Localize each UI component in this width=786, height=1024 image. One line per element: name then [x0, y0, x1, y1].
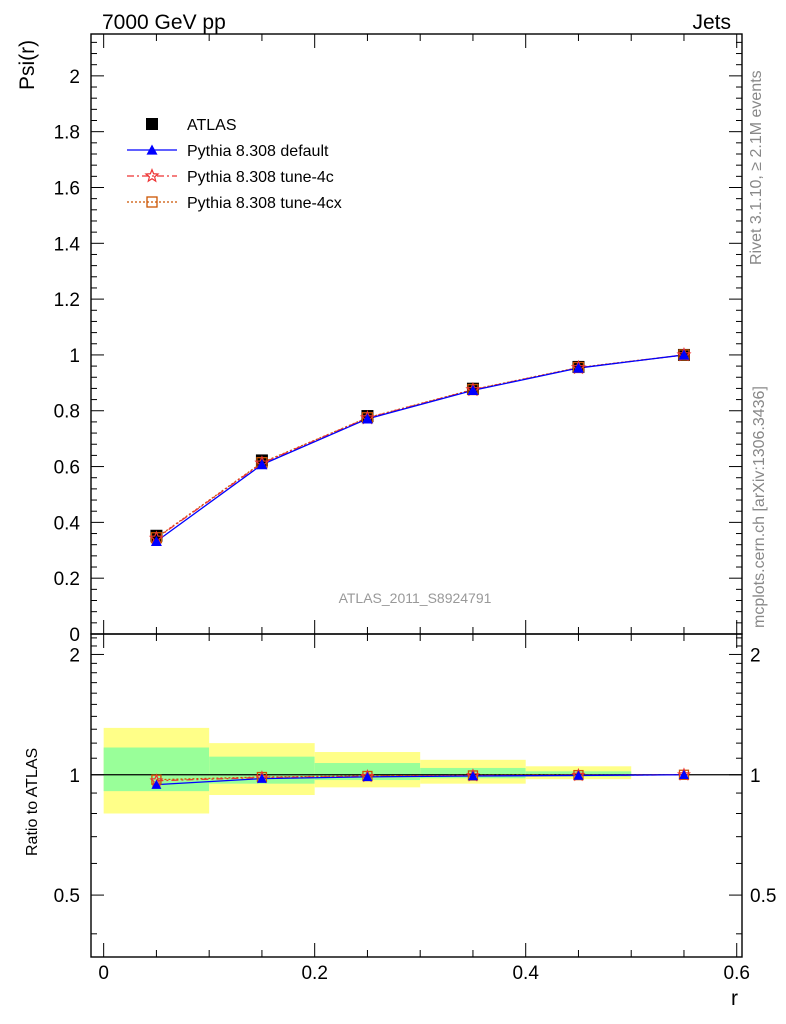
header-right: Jets: [692, 11, 731, 34]
data-point: [256, 459, 268, 470]
y-tick-label-right: 2: [750, 645, 761, 666]
data-point: [361, 413, 373, 424]
series-line: [156, 354, 685, 539]
y-tick-label: 0.6: [54, 458, 80, 479]
legend-label: Pythia 8.308 default: [187, 143, 329, 160]
ratio-point: [362, 771, 373, 782]
series-line: [156, 354, 685, 542]
ratio-point: [467, 770, 478, 781]
source-label: mcplots.cern.ch [arXiv:1306.3436]: [751, 386, 768, 628]
ratio-point: [256, 773, 267, 783]
legend-marker: [146, 196, 158, 208]
y-tick-label: 1: [69, 766, 80, 787]
y-tick-label: 1.8: [54, 123, 80, 144]
ratio-point: [573, 770, 584, 780]
ratio-frame: [90, 633, 743, 958]
ratio-panel: Ratio to ATLAS r 0.5 0.5 1 1 2 2 0 0.2 0.4 0.6: [24, 633, 776, 1010]
legend-label: ATLAS: [187, 117, 237, 134]
data-point: [150, 535, 162, 547]
data-point: [467, 384, 479, 396]
y-tick-label-right: 1: [750, 766, 761, 787]
main-panel: Psi(r) ATLAS_2011_S8924791 0 0.2 0.4 0.6 0.8…: [16, 33, 743, 646]
ratio-line: [156, 774, 684, 786]
x-tick-label: 0: [98, 963, 109, 984]
y-tick-label: 1.6: [54, 178, 80, 199]
ratio-ylabel: Ratio to ATLAS: [24, 748, 41, 856]
ratio-xlabel: r: [731, 987, 738, 1010]
series-line: [156, 354, 685, 539]
y-tick-label: 0.2: [54, 569, 80, 590]
main-ylabel: Psi(r): [16, 40, 39, 90]
y-tick-label: 0.8: [54, 402, 80, 423]
y-tick-label: 0.4: [54, 513, 81, 534]
legend-marker: [146, 144, 158, 155]
y-tick-label: 0.5: [54, 886, 80, 907]
y-tick-label-right: 0.5: [750, 886, 776, 907]
legend-label: Pythia 8.308 tune-4cx: [187, 195, 342, 212]
y-tick-label: 2: [69, 645, 80, 666]
ratio-point: [678, 769, 689, 780]
y-tick-label: 1.2: [54, 290, 80, 311]
y-tick-label: 1.4: [54, 234, 81, 255]
x-tick-label: 0.2: [301, 963, 327, 984]
ratio-point: [151, 779, 162, 789]
watermark-label: ATLAS_2011_S8924791: [339, 590, 492, 606]
y-tick-label: 0: [69, 625, 80, 646]
x-tick-label: 0.6: [724, 963, 750, 984]
legend-marker: [146, 118, 158, 130]
y-tick-label: 2: [69, 67, 80, 88]
header-left: 7000 GeV pp: [102, 11, 226, 34]
legend-marker: [144, 168, 160, 183]
y-tick-label: 1: [69, 346, 80, 367]
legend: ATLAS Pythia 8.308 default Pythia 8.308 tu…: [127, 117, 342, 212]
data-point: [572, 362, 584, 373]
rivet-label: Rivet 3.1.10, ≥ 2.1M events: [748, 70, 765, 265]
data-point: [678, 349, 690, 360]
legend-label: Pythia 8.308 tune-4c: [187, 169, 334, 186]
x-tick-label: 0.4: [512, 963, 539, 984]
